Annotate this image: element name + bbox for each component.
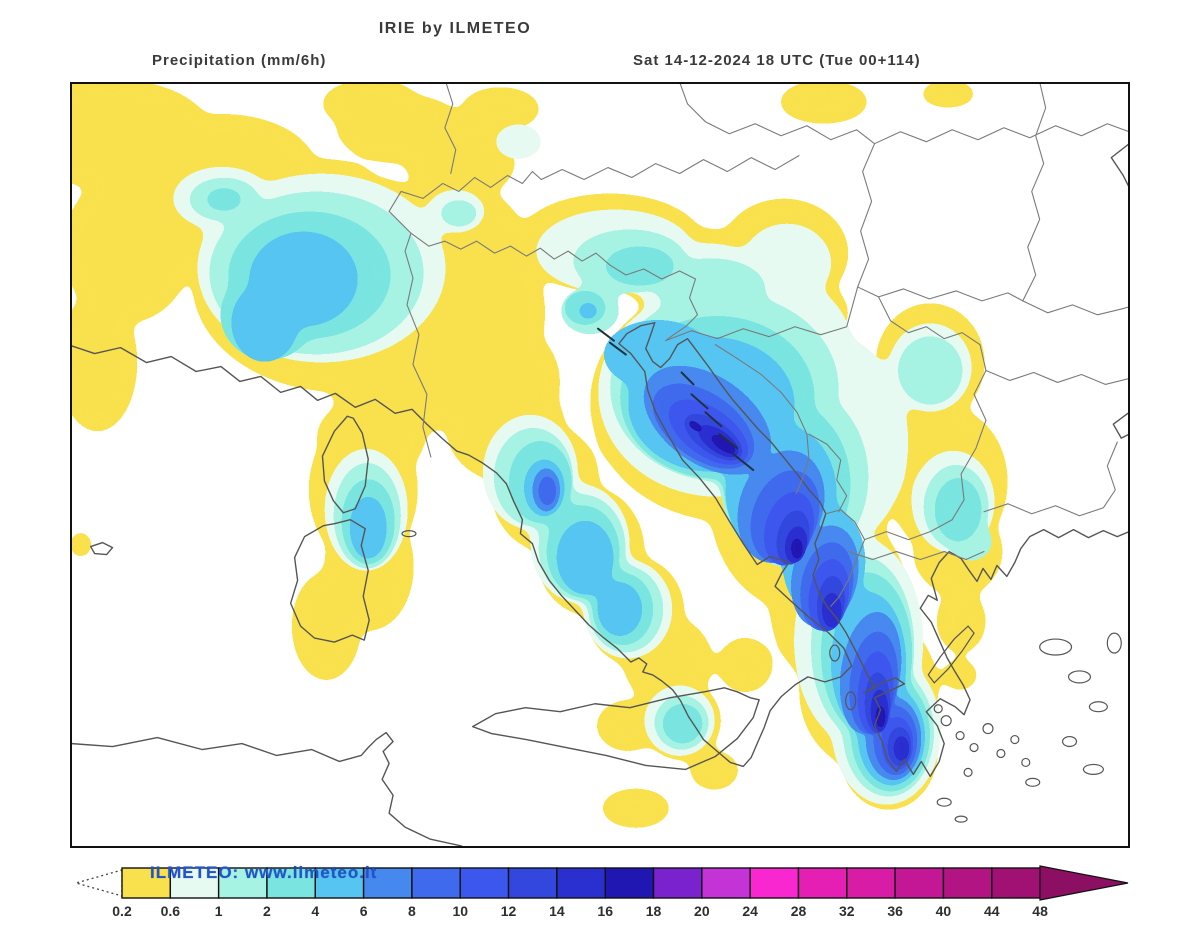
colorbar-tick-label: 1 <box>215 903 223 919</box>
colorbar-tick-label: 0.6 <box>161 903 181 919</box>
colorbar-tick-label: 16 <box>597 903 613 919</box>
colorbar-tick-label: 28 <box>791 903 807 919</box>
colorbar-cell <box>509 868 557 898</box>
precipitation-map <box>72 84 1128 846</box>
colorbar-tick-label: 14 <box>549 903 565 919</box>
coast-menorca <box>91 543 113 555</box>
coast-black-sea <box>1111 144 1128 188</box>
overflow-arrow <box>1040 866 1128 900</box>
colorbar-cell <box>654 868 702 898</box>
colorbar-tick-label: 36 <box>887 903 903 919</box>
coast-north-africa <box>72 733 462 846</box>
colorbar-tick-label: 6 <box>360 903 368 919</box>
page-title: IRIE by ILMETEO <box>285 20 625 38</box>
colorbar-labels: 0.20.61246810121416182024283236404448 <box>112 903 1048 919</box>
colorbar: ILMETEO: www.ilmeteo.it 0.20.61246810121… <box>70 862 1166 922</box>
coast-marmara <box>1113 412 1128 438</box>
colorbar-tick-label: 10 <box>452 903 468 919</box>
colorbar-tick-label: 20 <box>694 903 710 919</box>
colorbar-tick-label: 18 <box>646 903 662 919</box>
colorbar-cell <box>943 868 991 898</box>
valid-time-label: Sat 14-12-2024 18 UTC (Tue 00+114) <box>633 52 921 69</box>
variable-label: Precipitation (mm/6h) <box>152 52 326 69</box>
colorbar-cell <box>557 868 605 898</box>
colorbar-cell <box>605 868 653 898</box>
colorbar-tick-label: 48 <box>1032 903 1048 919</box>
watermark: ILMETEO: www.ilmeteo.it <box>150 863 377 883</box>
colorbar-cell <box>895 868 943 898</box>
colorbar-cell <box>460 868 508 898</box>
colorbar-tick-label: 32 <box>839 903 855 919</box>
colorbar-tick-label: 8 <box>408 903 416 919</box>
colorbar-tick-label: 44 <box>984 903 1000 919</box>
colorbar-cell <box>992 868 1040 898</box>
colorbar-tick-label: 40 <box>936 903 952 919</box>
map-frame <box>70 82 1130 848</box>
colorbar-tick-label: 4 <box>311 903 319 919</box>
colorbar-cell <box>847 868 895 898</box>
colorbar-cell <box>798 868 846 898</box>
colorbar-cell <box>750 868 798 898</box>
colorbar-tick-label: 12 <box>501 903 517 919</box>
colorbar-tick-label: 24 <box>742 903 758 919</box>
colorbar-cell <box>412 868 460 898</box>
underflow-arrow <box>76 870 122 896</box>
weather-map-page: IRIE by ILMETEO Precipitation (mm/6h) Sa… <box>0 0 1200 925</box>
colorbar-tick-label: 2 <box>263 903 271 919</box>
colorbar-cell <box>702 868 750 898</box>
colorbar-tick-label: 0.2 <box>112 903 132 919</box>
